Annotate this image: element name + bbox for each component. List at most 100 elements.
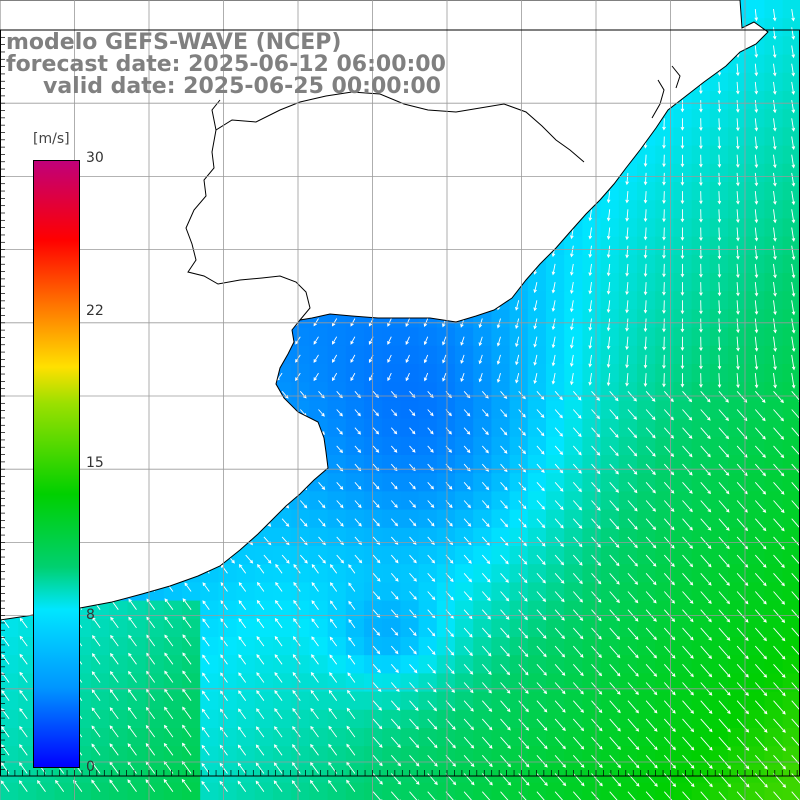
wind-arrow (328, 779, 338, 792)
wind-arrow (662, 172, 666, 186)
wind-arrow (109, 689, 119, 701)
wind-arrow (442, 336, 447, 346)
wind-arrow (481, 700, 493, 713)
wind-arrow (409, 664, 418, 674)
wind-arrow (773, 791, 782, 800)
field-cell (236, 600, 256, 620)
wind-arrow (680, 245, 685, 260)
wind-arrow (773, 300, 777, 316)
wind-arrow (588, 318, 593, 331)
wind-arrow (718, 463, 730, 476)
wind-arrow (127, 725, 137, 738)
wind-arrow (263, 554, 272, 564)
wind-arrow (518, 518, 527, 528)
field-cell (236, 655, 256, 674)
field-cell (764, 782, 784, 800)
wind-arrow (663, 409, 674, 421)
field-cell (273, 582, 292, 602)
wind-arrow (500, 609, 510, 620)
wind-arrow (609, 718, 621, 732)
wind-arrow (551, 336, 556, 349)
field-cell (455, 782, 474, 800)
field-cell (291, 709, 310, 729)
field-cell (600, 782, 620, 800)
wind-arrow (533, 354, 538, 366)
field-cell (91, 782, 110, 800)
wind-arrow (533, 372, 538, 385)
wind-arrow (481, 573, 491, 583)
field-cell (254, 655, 274, 674)
wind-arrow (773, 409, 785, 422)
wind-arrow (736, 282, 740, 297)
wind-arrow (329, 654, 338, 665)
wind-arrow (274, 599, 283, 610)
field-cell (327, 691, 347, 711)
wind-arrow (609, 500, 620, 512)
wind-arrow (332, 318, 338, 327)
wind-arrow (274, 690, 283, 701)
wind-arrow (736, 373, 740, 389)
wind-arrow (773, 627, 786, 642)
wind-arrow (500, 482, 508, 491)
wind-arrow (372, 427, 380, 435)
wind-arrow (336, 445, 344, 454)
field-cell (200, 746, 219, 765)
wind-arrow (536, 791, 545, 800)
wind-arrow (423, 354, 429, 364)
wind-arrow (662, 136, 666, 149)
field-cell (273, 673, 292, 693)
field-cell (400, 782, 420, 800)
wind-arrow (274, 672, 283, 683)
wind-arrow (662, 373, 666, 388)
field-cell (200, 709, 219, 729)
wind-arrow (627, 718, 640, 732)
field-cell (163, 673, 183, 693)
wind-arrow (572, 427, 582, 438)
wind-arrow (387, 336, 392, 345)
field-cell (309, 618, 329, 638)
wind-arrow (682, 591, 694, 604)
wind-arrow (625, 227, 629, 241)
wind-arrow (145, 724, 156, 738)
field-cell (309, 582, 329, 602)
wind-arrow (500, 645, 510, 657)
wind-arrow (645, 518, 657, 531)
wind-arrow (481, 664, 492, 676)
wind-arrow (643, 209, 648, 223)
wind-arrow (699, 154, 703, 168)
wind-arrow (515, 300, 520, 311)
wind-arrow (682, 518, 693, 531)
wind-arrow (735, 63, 740, 77)
wind-arrow (481, 791, 491, 800)
wind-arrow (700, 427, 711, 440)
wind-arrow (390, 445, 398, 453)
wind-arrow (554, 773, 567, 787)
field-cell (327, 618, 347, 638)
wind-arrow (662, 227, 666, 241)
wind-arrow (274, 726, 283, 738)
wind-arrow (700, 700, 713, 715)
wind-arrow (591, 427, 601, 438)
wind-arrow (588, 282, 593, 295)
field-cell (91, 728, 110, 747)
wind-arrow (409, 409, 416, 417)
wind-arrow (572, 573, 583, 585)
field-cell (345, 728, 365, 747)
wind-arrow (329, 600, 338, 610)
field-cell (0, 655, 19, 674)
wind-arrow (481, 518, 490, 528)
wind-arrow (92, 616, 101, 629)
wind-arrow (625, 354, 629, 369)
field-cell (582, 782, 602, 800)
wind-arrow (554, 518, 564, 529)
wind-arrow (572, 500, 583, 511)
field-cell (327, 782, 347, 800)
wind-arrow (718, 445, 730, 458)
wind-arrow (463, 682, 474, 694)
wind-arrow (423, 336, 429, 346)
wind-arrow (237, 780, 247, 792)
field-cell (163, 655, 183, 674)
wind-arrow (680, 373, 685, 388)
wind-arrow (591, 664, 603, 677)
field-cell (309, 691, 329, 711)
